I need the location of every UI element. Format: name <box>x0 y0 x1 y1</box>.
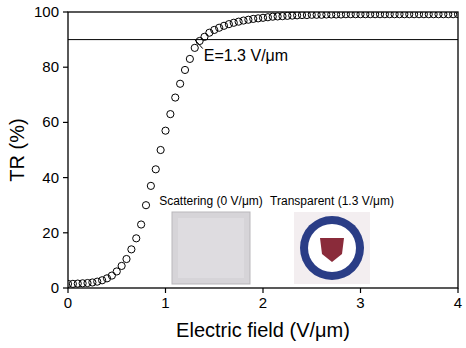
point <box>230 19 237 26</box>
y-tick <box>63 287 68 288</box>
x-tick <box>67 288 68 293</box>
x-tick-label: 0 <box>64 294 72 311</box>
point <box>235 18 242 25</box>
inset-label: Scattering (0 V/μm) <box>159 194 263 208</box>
x-axis-label: Electric field (V/μm) <box>176 319 350 341</box>
x-tick-label: 4 <box>454 294 462 311</box>
point <box>196 37 203 44</box>
point <box>138 221 145 228</box>
transparent-photo <box>294 212 370 284</box>
chart: 01234020406080100Electric field (V/μm)TR… <box>0 0 466 348</box>
y-tick-label: 100 <box>34 3 59 20</box>
point <box>152 166 159 173</box>
y-tick <box>63 122 68 123</box>
y-tick-label: 40 <box>42 169 59 186</box>
point <box>123 255 130 262</box>
point <box>181 66 188 73</box>
point <box>118 262 125 269</box>
inset-photo <box>172 212 250 284</box>
point <box>167 111 174 118</box>
logo-ring <box>300 216 364 280</box>
inset-photo <box>294 212 370 284</box>
reference-line <box>68 39 458 40</box>
x-tick-label: 1 <box>161 294 169 311</box>
y-tick-label: 0 <box>51 279 59 296</box>
point <box>99 277 106 284</box>
point <box>172 94 179 101</box>
point <box>225 21 232 28</box>
point <box>220 22 227 29</box>
point <box>133 235 140 242</box>
point <box>191 44 198 51</box>
y-tick <box>63 11 68 12</box>
point <box>177 80 184 87</box>
x-tick <box>457 288 458 293</box>
logo-center <box>308 224 356 272</box>
point <box>201 33 208 40</box>
point <box>162 127 169 134</box>
x-tick <box>165 288 166 293</box>
x-tick-label: 2 <box>259 294 267 311</box>
point <box>108 272 115 279</box>
annotation-leader <box>195 40 203 49</box>
point <box>186 55 193 62</box>
scattering-photo-inner <box>178 218 244 278</box>
plot-frame <box>68 12 458 288</box>
x-tick-label: 3 <box>356 294 364 311</box>
point <box>142 202 149 209</box>
point <box>128 246 135 253</box>
point <box>157 146 164 153</box>
y-tick-label: 20 <box>42 224 59 241</box>
y-axis-label: TR (%) <box>6 118 28 181</box>
y-tick-label: 60 <box>42 113 59 130</box>
y-tick-label: 80 <box>42 58 59 75</box>
y-tick <box>63 177 68 178</box>
annotation: E=1.3 V/μm <box>204 47 288 64</box>
points <box>68 12 458 287</box>
x-tick <box>360 288 361 293</box>
y-tick <box>63 232 68 233</box>
scattering-photo <box>172 212 250 284</box>
point <box>94 278 101 285</box>
point <box>216 24 223 31</box>
logo-shield <box>320 238 344 262</box>
x-tick <box>262 288 263 293</box>
inset-label: Transparent (1.3 V/μm) <box>270 194 394 208</box>
point <box>147 182 154 189</box>
y-tick <box>63 67 68 68</box>
